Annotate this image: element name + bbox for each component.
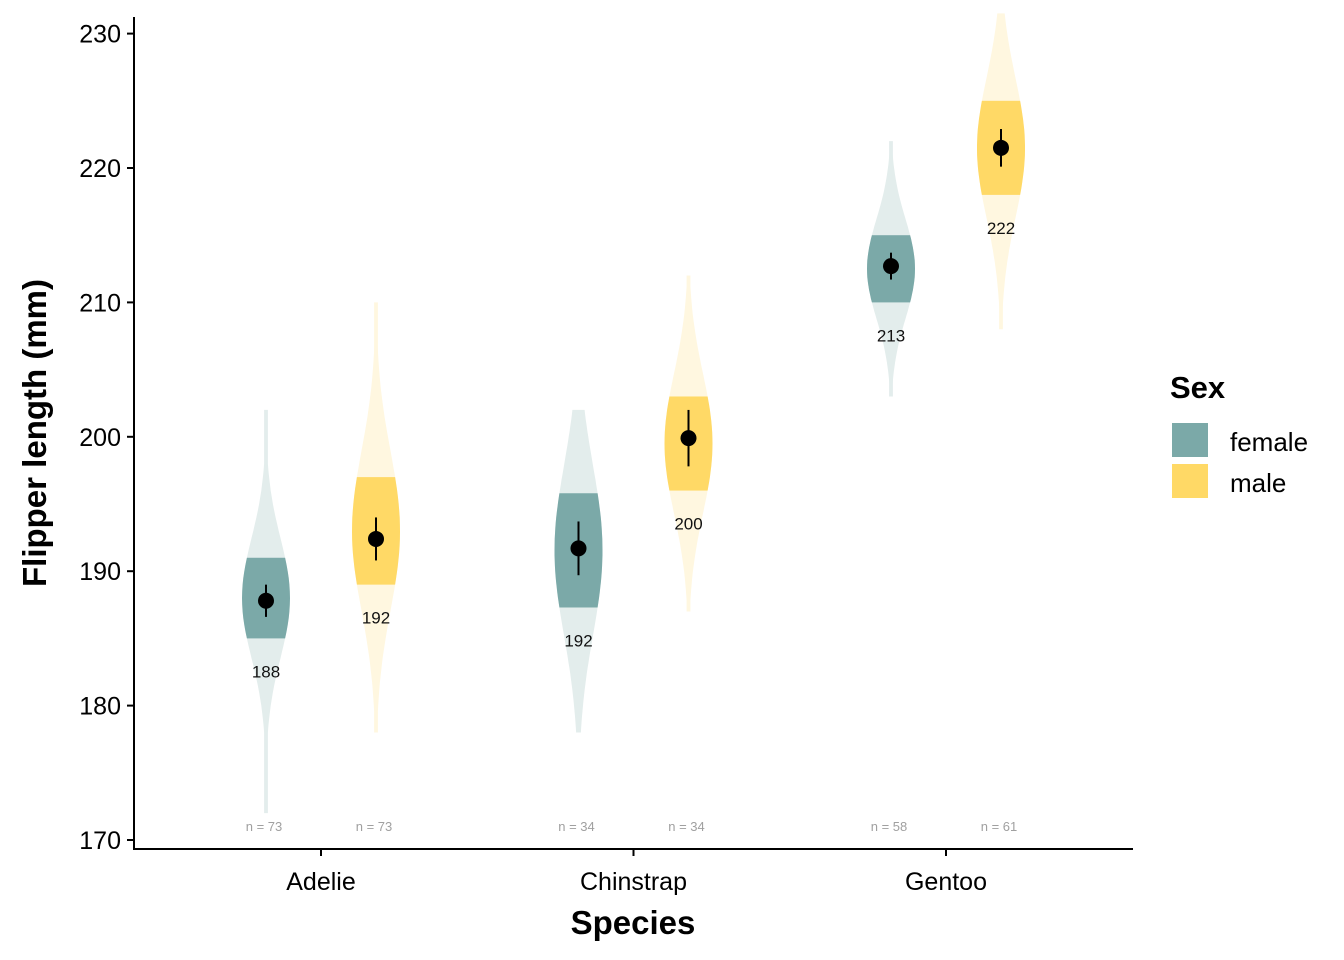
mean-label: 213 bbox=[877, 326, 905, 345]
violin-female-gentoo: 213 n = 58 bbox=[867, 141, 915, 834]
mean-label: 200 bbox=[674, 515, 702, 534]
legend-label-female: female bbox=[1230, 427, 1308, 457]
mean-point bbox=[680, 430, 697, 447]
mean-label: 192 bbox=[362, 609, 390, 628]
legend: Sex female male bbox=[1170, 370, 1308, 498]
mean-point bbox=[368, 530, 384, 547]
y-tick-label: 200 bbox=[79, 424, 121, 452]
y-tick-label: 180 bbox=[79, 693, 121, 721]
axes: 170 180 190 200 210 220 230 Adelie Chinstrap Gen… bbox=[79, 17, 1133, 896]
legend-label-male: male bbox=[1230, 468, 1286, 498]
x-tick-label: Gentoo bbox=[905, 868, 987, 896]
mean-label: 188 bbox=[252, 662, 280, 681]
mean-point bbox=[570, 540, 587, 557]
n-label: n = 34 bbox=[668, 819, 705, 834]
n-label: n = 58 bbox=[871, 819, 908, 834]
x-tick-label: Adelie bbox=[286, 868, 356, 896]
y-tick-label: 190 bbox=[79, 558, 121, 586]
mean-label: 222 bbox=[987, 219, 1015, 238]
n-label: n = 73 bbox=[356, 819, 393, 834]
n-label: n = 61 bbox=[981, 819, 1018, 834]
x-ticks: Adelie Chinstrap Gentoo bbox=[286, 849, 987, 896]
violins-layer: 188 n = 73 192 n = 34 213 n = 58 192 n = 73 200 n… bbox=[242, 13, 1025, 834]
y-tick-label: 210 bbox=[79, 289, 121, 317]
y-tick-label: 220 bbox=[79, 155, 121, 183]
violin-male-chinstrap: 200 n = 34 bbox=[664, 275, 713, 834]
y-axis-title: Flipper length (mm) bbox=[16, 279, 53, 587]
x-tick-label: Chinstrap bbox=[580, 868, 687, 896]
mean-point bbox=[993, 139, 1009, 156]
y-tick-label: 230 bbox=[79, 21, 121, 49]
legend-title: Sex bbox=[1170, 370, 1226, 405]
mean-point bbox=[258, 592, 274, 609]
mean-label: 192 bbox=[564, 631, 592, 650]
legend-key-female bbox=[1172, 423, 1208, 457]
x-axis-title: Species bbox=[571, 904, 696, 941]
y-tick-label: 170 bbox=[79, 827, 121, 855]
n-label: n = 34 bbox=[558, 819, 595, 834]
violin-female-adelie: 188 n = 73 bbox=[242, 409, 290, 834]
violin-male-adelie: 192 n = 73 bbox=[352, 302, 400, 834]
n-label: n = 73 bbox=[246, 819, 283, 834]
violin-male-gentoo: 222 n = 61 bbox=[977, 13, 1025, 834]
y-ticks: 170 180 190 200 210 220 230 bbox=[79, 21, 134, 855]
violin-female-chinstrap: 192 n = 34 bbox=[554, 409, 603, 834]
mean-point bbox=[883, 258, 899, 275]
legend-key-male bbox=[1172, 464, 1208, 498]
